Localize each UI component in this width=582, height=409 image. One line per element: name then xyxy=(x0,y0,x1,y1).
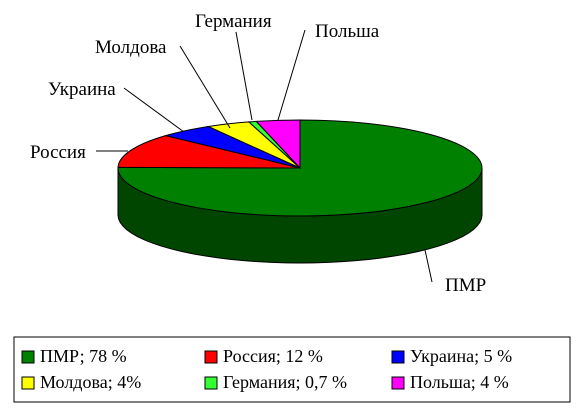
leader-line-3 xyxy=(179,45,231,129)
slice-label-1: Россия xyxy=(30,142,86,163)
slice-1 xyxy=(117,135,301,169)
legend-label-4: Германия; 0,7 % xyxy=(223,372,347,392)
slice-5 xyxy=(255,119,301,170)
legend-label-2: Украина; 5 % xyxy=(410,346,512,366)
legend-swatch-0 xyxy=(21,350,35,364)
leader-line-2 xyxy=(123,87,185,133)
slice-label-4: Германия xyxy=(195,11,272,32)
leader-line-0 xyxy=(424,249,433,283)
pie-slices xyxy=(117,119,483,217)
slice-label-3: Молдова xyxy=(95,37,167,58)
legend-swatch-5 xyxy=(391,376,405,390)
slice-label-5: Польша xyxy=(315,21,380,42)
slice-label-0: ПМР xyxy=(445,275,486,296)
legend-label-5: Польша; 4 % xyxy=(410,372,509,392)
slice-label-2: Украина xyxy=(48,79,116,100)
legend-swatch-3 xyxy=(21,376,35,390)
leader-line-5 xyxy=(277,29,306,121)
legend-label-1: Россия; 12 % xyxy=(223,346,323,366)
legend-label-0: ПМР; 78 % xyxy=(40,346,127,366)
legend-swatch-4 xyxy=(204,376,218,390)
legend-box xyxy=(13,336,571,403)
leader-lines xyxy=(96,29,433,283)
leader-line-4 xyxy=(235,31,253,121)
legend-swatch-1 xyxy=(204,350,218,364)
legend-label-3: Молдова; 4% xyxy=(40,372,141,392)
legend: ПМР; 78 % Россия; 12 % Украина; 5 % Молдова… xyxy=(21,346,512,392)
slice-0 xyxy=(117,119,483,217)
legend-swatch-2 xyxy=(391,350,405,364)
slice-labels: ПМР Россия Украина Молдова Германия Польша xyxy=(30,11,486,296)
